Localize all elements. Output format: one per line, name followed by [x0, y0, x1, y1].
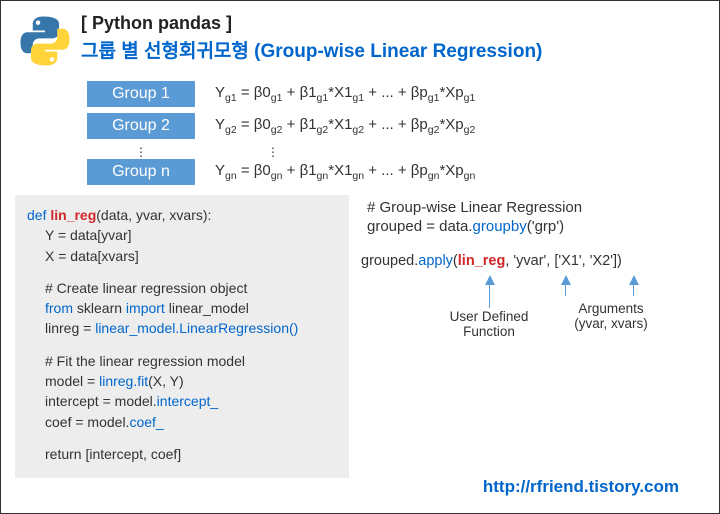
group-row-1: Group 1 Yg1 = β0g1 + β1g1*X1g1 + ... + β…	[87, 81, 719, 107]
group-row-2: Group 2 Yg2 = β0g2 + β1g2*X1g2 + ... + β…	[87, 113, 719, 139]
r-l2e: , 'yvar', ['X1', 'X2'])	[505, 253, 622, 269]
code-l4b: linear_model.LinearRegression()	[95, 320, 298, 336]
r-l1b: groupby	[473, 218, 527, 235]
header: [ Python pandas ] 그룹 별 선형회귀모형 (Group-wis…	[1, 1, 719, 73]
right-panel: # Group-wise Linear Regression grouped =…	[367, 195, 705, 478]
python-logo	[17, 13, 73, 69]
group-eq-1: Yg1 = β0g1 + β1g1*X1g1 + ... + βpg1*Xpg1	[215, 84, 475, 104]
code-l5c: (X, Y)	[148, 373, 184, 389]
code-l4a: linreg =	[45, 320, 95, 336]
code-l7b: coef_	[129, 414, 163, 430]
code-l5a: model =	[45, 373, 99, 389]
code-block: def lin_reg(data, yvar, xvars): Y = data…	[15, 195, 349, 478]
title-block: [ Python pandas ] 그룹 별 선형회귀모형 (Group-wis…	[81, 13, 542, 63]
arrow-annotations: User DefinedFunction Arguments(yvar, xva…	[367, 275, 705, 345]
arrow-udf-line	[489, 284, 490, 308]
code-l3d: linear_model	[165, 300, 249, 316]
code-l6a: intercept = model.	[45, 393, 157, 409]
code-c1: # Create linear regression object	[45, 278, 337, 298]
group-equations: Group 1 Yg1 = β0g1 + β1g1*X1g1 + ... + β…	[87, 81, 719, 185]
code-c2: # Fit the linear regression model	[45, 351, 337, 371]
arrow-udf	[485, 275, 495, 285]
r-l1a: grouped = data.	[367, 218, 473, 235]
arrow-arg2-line	[633, 284, 634, 296]
r-l2b: apply	[418, 253, 453, 269]
title-line2: 그룹 별 선형회귀모형 (Group-wise Linear Regressio…	[81, 36, 542, 63]
kw-from: from	[45, 300, 73, 316]
kw-import: import	[126, 300, 165, 316]
group-row-n: Group n Ygn = β0gn + β1gn*X1gn + ... + β…	[87, 159, 719, 185]
group-label-n: Group n	[87, 159, 195, 185]
func-sig: (data, yvar, xvars):	[96, 207, 211, 223]
group-eq-2: Yg2 = β0g2 + β1g2*X1g2 + ... + βpg2*Xpg2	[215, 116, 475, 136]
r-l2a: grouped.	[361, 253, 418, 269]
code-return: return [intercept, coef]	[45, 444, 337, 464]
arrow-arg1	[561, 275, 571, 285]
lower-section: def lin_reg(data, yvar, xvars): Y = data…	[1, 191, 719, 486]
code-l1: Y = data[yvar]	[45, 225, 337, 245]
label-args: Arguments(yvar, xvars)	[551, 301, 671, 331]
label-udf: User DefinedFunction	[429, 309, 549, 339]
code-l6b: intercept_	[157, 393, 218, 409]
r-l2d: lin_reg	[458, 253, 506, 269]
group-label-1: Group 1	[87, 81, 195, 107]
title-line1: [ Python pandas ]	[81, 13, 542, 34]
group-eq-n: Ygn = β0gn + β1gn*X1gn + ... + βpgn*Xpgn	[215, 162, 475, 182]
code-l7a: coef = model.	[45, 414, 129, 430]
right-comment: # Group-wise Linear Regression	[367, 199, 705, 216]
r-l1c: ('grp')	[527, 218, 564, 235]
right-line2: grouped.apply(lin_reg, 'yvar', ['X1', 'X…	[361, 253, 705, 269]
code-l5b: linreg.fit	[99, 373, 148, 389]
arrow-arg1-line	[565, 284, 566, 296]
right-line1: grouped = data.groupby('grp')	[367, 218, 705, 235]
arrow-arg2	[629, 275, 639, 285]
footer-url: http://rfriend.tistory.com	[483, 477, 679, 497]
kw-def: def	[27, 207, 50, 223]
func-name: lin_reg	[50, 207, 96, 223]
code-l2: X = data[xvars]	[45, 246, 337, 266]
code-l3b: sklearn	[73, 300, 126, 316]
group-label-2: Group 2	[87, 113, 195, 139]
vertical-dots: ⋮⋮	[135, 145, 719, 159]
